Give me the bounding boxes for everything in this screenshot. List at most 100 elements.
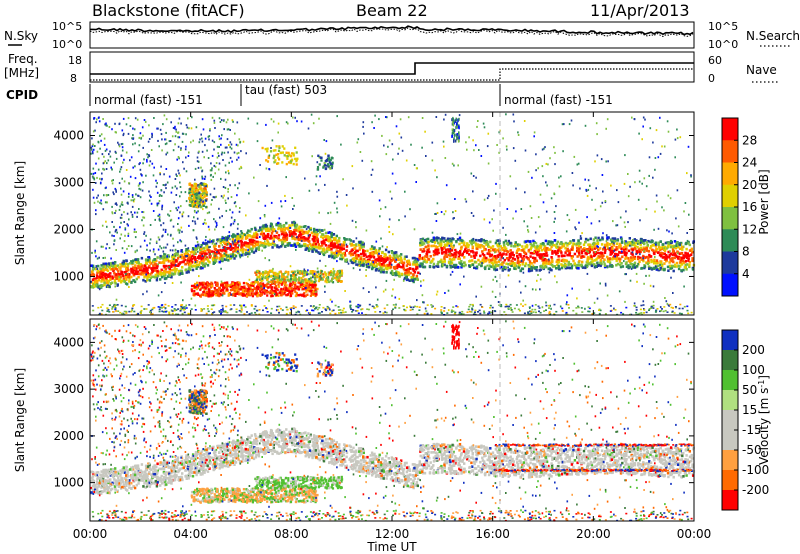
heatmap-cell [572, 259, 575, 263]
heatmap-cell [315, 183, 317, 186]
heatmap-cell [305, 273, 308, 276]
heatmap-cell [473, 241, 476, 244]
heatmap-cell [544, 261, 547, 264]
heatmap-cell [482, 238, 485, 242]
heatmap-cell [579, 255, 583, 259]
heatmap-cell [401, 149, 404, 152]
heatmap-cell [276, 244, 279, 247]
heatmap-cell [459, 232, 462, 235]
heatmap-cell [557, 255, 560, 258]
heatmap-cell [378, 252, 380, 255]
heatmap-cell [145, 258, 148, 262]
heatmap-cell [658, 253, 662, 257]
heatmap-cell [519, 260, 522, 263]
heatmap-cell [521, 245, 524, 248]
heatmap-cell [365, 269, 367, 271]
heatmap-cell [522, 299, 524, 302]
heatmap-cell [390, 269, 394, 273]
heatmap-cell [268, 269, 271, 272]
heatmap-cell [103, 272, 106, 276]
heatmap-cell [466, 243, 469, 247]
heatmap-cell [556, 249, 560, 252]
heatmap-cell [599, 264, 602, 268]
heatmap-cell [584, 237, 588, 241]
heatmap-cell [275, 287, 278, 291]
heatmap-cell [313, 276, 317, 279]
heatmap-cell [142, 278, 145, 282]
heatmap-cell [630, 240, 634, 244]
heatmap-cell [156, 277, 159, 280]
heatmap-cell [177, 272, 180, 275]
heatmap-cell [248, 278, 251, 281]
heatmap-cell [104, 281, 107, 285]
heatmap-cell [481, 252, 485, 256]
heatmap-cell [148, 259, 151, 263]
heatmap-cell [683, 266, 687, 269]
heatmap-cell [246, 231, 249, 235]
heatmap-cell [321, 244, 324, 247]
heatmap-cell [593, 247, 596, 250]
heatmap-cell [240, 241, 243, 245]
heatmap-cell [486, 264, 489, 267]
heatmap-cell [399, 258, 403, 261]
heatmap-cell [260, 279, 263, 282]
heatmap-cell [202, 241, 205, 244]
heatmap-cell [488, 221, 491, 224]
heatmap-cell [307, 269, 309, 272]
heatmap-cell [292, 152, 295, 155]
heatmap-cell [537, 246, 540, 250]
heatmap-cell [140, 271, 143, 274]
heatmap-cell [317, 273, 320, 276]
heatmap-cell [332, 267, 335, 270]
heatmap-cell [275, 281, 279, 284]
heatmap-cell [282, 227, 285, 231]
heatmap-cell [686, 242, 689, 245]
heatmap-cell [304, 278, 307, 281]
heatmap-cell [665, 300, 668, 303]
heatmap-cell [656, 200, 658, 203]
heatmap-cell [221, 282, 224, 285]
heatmap-cell [589, 262, 592, 266]
heatmap-cell [483, 241, 486, 245]
heatmap-cell [158, 272, 162, 275]
heatmap-cell [180, 256, 183, 260]
heatmap-cell [413, 271, 417, 274]
heatmap-cell [533, 251, 535, 254]
heatmap-cell [510, 259, 513, 263]
heatmap-cell [621, 265, 625, 268]
heatmap-cell [250, 284, 253, 287]
heatmap-cell [137, 150, 140, 153]
heatmap-cell [648, 274, 651, 277]
heatmap-cell [192, 256, 196, 260]
heatmap-cell [150, 262, 153, 265]
heatmap-cell [154, 275, 157, 279]
heatmap-cell [295, 163, 298, 166]
heatmap-cell [497, 253, 500, 257]
heatmap-cell [266, 294, 269, 297]
heatmap-cell [631, 253, 634, 256]
heatmap-cell [189, 264, 192, 267]
heatmap-cell [158, 200, 161, 202]
heatmap-cell [541, 266, 545, 270]
heatmap-cell [323, 139, 325, 141]
heatmap-cell [234, 254, 238, 258]
heatmap-cell [680, 258, 683, 262]
heatmap-cell [541, 242, 545, 245]
heatmap-cell [637, 262, 639, 265]
heatmap-cell [690, 249, 693, 252]
heatmap-cell [613, 257, 616, 260]
heatmap-cell [126, 275, 129, 279]
heatmap-cell [595, 122, 598, 125]
heatmap-cell [591, 248, 594, 252]
heatmap-cell [670, 276, 672, 279]
heatmap-cell [202, 208, 204, 211]
heatmap-cell [502, 261, 505, 264]
cpid-segment-3: normal (fast) -151 [504, 93, 613, 107]
heatmap-cell [392, 272, 395, 275]
heatmap-cell [279, 245, 283, 248]
noise-top-right: 10^5 [708, 20, 738, 33]
heatmap-cell [177, 263, 180, 266]
heatmap-cell [355, 256, 358, 260]
heatmap-cell [522, 255, 525, 258]
heatmap-cell [91, 270, 94, 273]
